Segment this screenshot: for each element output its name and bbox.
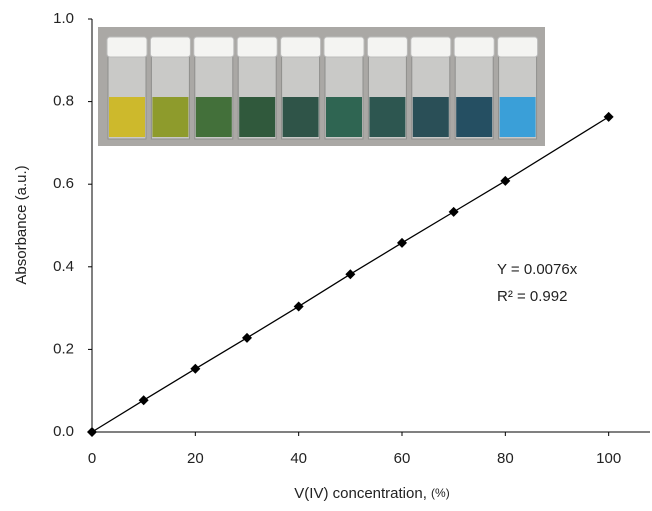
- data-point: [345, 269, 356, 280]
- vial-cap: [497, 36, 539, 58]
- vial-cap: [236, 36, 278, 58]
- vial-cap: [106, 36, 148, 58]
- y-axis-label: Absorbance (a.u.): [13, 165, 30, 284]
- vial-cap: [410, 36, 452, 58]
- vial-liquid: [195, 97, 232, 137]
- x-axis-label: V(IV) concentration, (%): [294, 485, 449, 502]
- annotation: Y = 0.0076x: [497, 261, 578, 278]
- x-axis-label-text: V(IV) concentration,: [294, 485, 427, 502]
- x-axis-label-unit: (%): [431, 486, 450, 500]
- data-point: [242, 332, 252, 343]
- vial-liquid: [412, 97, 449, 137]
- vial-liquid: [239, 97, 276, 137]
- vial-cap: [149, 36, 191, 58]
- y-tick-label: 1.0: [53, 10, 74, 27]
- vial-cap: [280, 36, 322, 58]
- x-tick-label: 0: [88, 450, 96, 467]
- vial-liquid: [152, 97, 189, 137]
- vial-liquid: [282, 97, 319, 137]
- data-point: [603, 111, 614, 122]
- y-tick-label: 0.6: [53, 175, 74, 192]
- vial-liquid: [369, 97, 406, 137]
- y-tick-label: 0.0: [53, 423, 74, 440]
- data-point: [293, 301, 304, 312]
- x-tick-label: 20: [187, 450, 204, 467]
- vial-photo: [98, 27, 545, 146]
- x-tick-label: 40: [290, 450, 307, 467]
- vial-liquid: [499, 97, 536, 137]
- data-point: [500, 175, 511, 186]
- vial-cap: [366, 36, 408, 58]
- vial-liquid: [326, 97, 362, 137]
- data-point: [190, 363, 201, 374]
- vial-liquid: [109, 97, 145, 137]
- x-tick-label: 60: [394, 450, 411, 467]
- vial-liquid: [456, 97, 493, 137]
- trend-line: [91, 116, 610, 433]
- y-tick-label: 0.4: [53, 258, 74, 275]
- data-point: [448, 206, 459, 217]
- y-tick-label: 0.8: [53, 93, 74, 110]
- x-tick-label: 80: [497, 450, 514, 467]
- data-point: [87, 427, 97, 437]
- vial-cap: [323, 36, 365, 58]
- vial-cap: [193, 36, 235, 58]
- y-tick-label: 0.2: [53, 340, 74, 357]
- data-point: [397, 237, 407, 248]
- x-tick-label: 100: [596, 450, 621, 467]
- vial-cap: [453, 36, 495, 58]
- data-point: [138, 395, 149, 406]
- annotation: R² = 0.992: [497, 288, 567, 305]
